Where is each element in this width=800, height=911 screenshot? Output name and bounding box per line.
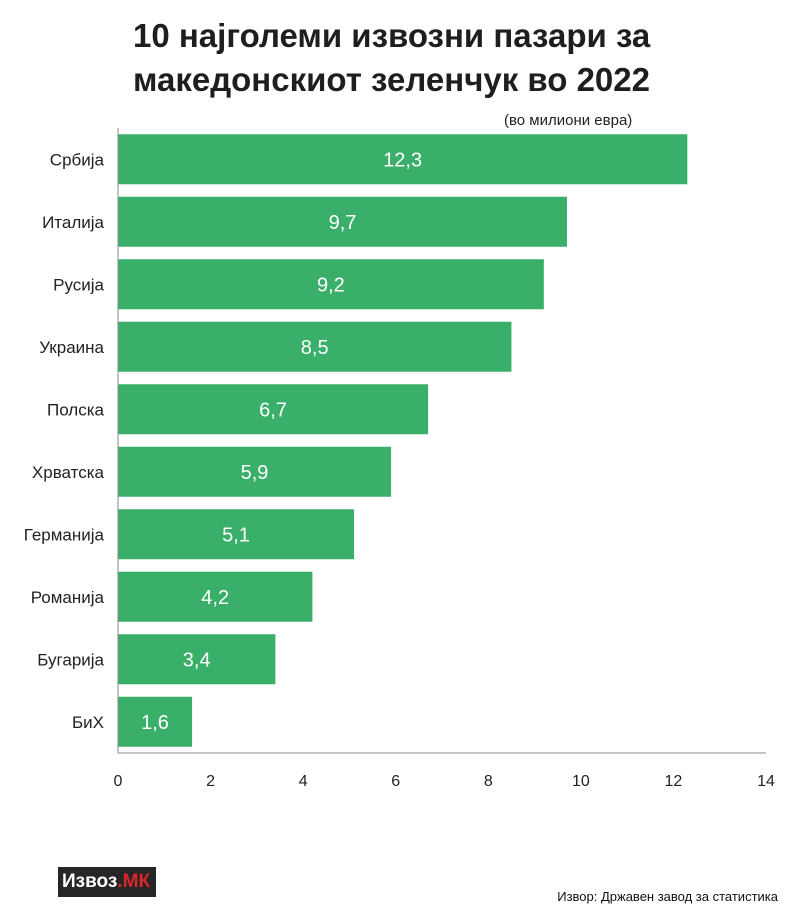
x-tick-label: 6 [391,773,400,790]
bar [118,446,392,497]
bars-group: 12,3 Србија 9,7 Италија 9,2 Русија 8,5 Украина 6… [24,134,688,747]
izvoz-logo: Извоз.МК [58,867,157,897]
bar [118,571,313,622]
bar-value-label: 6,7 [259,399,287,421]
category-label: Русија [53,275,104,294]
bar [118,259,544,310]
bar [118,634,276,685]
bar [118,696,193,747]
bar [118,134,688,185]
x-tick-label: 14 [757,773,775,790]
category-label: Србија [50,150,105,169]
bar [118,509,355,560]
bar [118,196,567,247]
category-label: Романија [31,588,105,607]
axes-group: 0 2 4 6 8 10 12 14 [114,128,775,790]
bar [118,384,429,435]
bar-value-label: 12,3 [383,149,422,171]
chart-title: 10 најголеми извозни пазари за македонск… [133,17,651,98]
bar-chart: 12,3 Србија 9,7 Италија 9,2 Русија 8,5 Украина 6… [24,128,775,790]
category-label: Хрватска [32,463,105,482]
category-label: Италија [42,213,104,232]
x-tick-label: 2 [206,773,215,790]
bar-value-label: 3,4 [183,649,211,671]
category-label: Полска [47,400,105,419]
x-tick-label: 4 [299,773,308,790]
bar-value-label: 9,7 [329,212,357,234]
bar-value-label: 5,9 [241,462,269,484]
logo-accent: .МК [117,871,151,892]
x-tick-label: 0 [114,773,123,790]
unit-note: (во милиони евра) [504,112,633,129]
bar-value-label: 8,5 [301,337,329,359]
bar-value-label: 1,6 [141,712,169,734]
logo-main: Извоз [62,871,118,892]
x-tick-label: 12 [665,773,683,790]
bar-value-label: 9,2 [317,274,345,296]
category-label: Украина [39,338,104,357]
x-tick-label: 8 [484,773,493,790]
bar-value-label: 5,1 [222,524,250,546]
source-note: Извор: Државен завод за статистика [557,889,778,904]
bar [118,321,512,372]
category-label: Германија [24,525,105,544]
category-label: БиХ [72,713,104,732]
category-label: Бугарија [37,650,104,669]
bar-value-label: 4,2 [201,587,229,609]
x-tick-label: 10 [572,773,590,790]
